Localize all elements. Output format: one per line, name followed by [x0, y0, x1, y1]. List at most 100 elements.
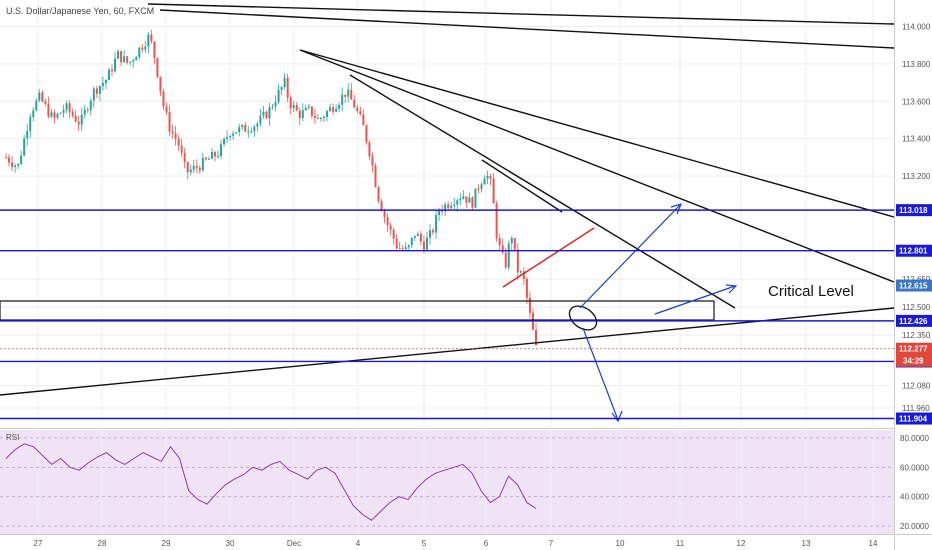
- candle-body: [129, 61, 132, 63]
- candle-body: [62, 109, 65, 113]
- candle-countdown: 34:29: [903, 357, 924, 366]
- candle-body: [447, 204, 450, 208]
- candle-body: [144, 46, 147, 50]
- candle-body: [56, 113, 59, 118]
- time-tick-labels: 27 28 29 30 Dec 4 5 6 7 10 11 12 13 14: [34, 539, 878, 548]
- candle-body: [513, 238, 516, 250]
- candle-body: [253, 126, 256, 132]
- trendline-price-badge: [896, 279, 932, 292]
- critical-level-annotation: Critical Level: [768, 283, 854, 300]
- candle-body: [335, 108, 338, 112]
- candle-body: [301, 110, 304, 119]
- candle-body: [80, 114, 83, 125]
- candle-body: [525, 279, 528, 298]
- candle-body: [329, 107, 332, 112]
- candle-body: [183, 152, 186, 163]
- candle-body: [107, 69, 110, 81]
- candle-body: [298, 110, 301, 119]
- candle-body: [5, 157, 7, 159]
- candle-body: [177, 138, 180, 146]
- candle-body: [344, 94, 347, 97]
- candle-body: [156, 57, 159, 77]
- candle-body: [92, 88, 95, 101]
- candle-body: [71, 111, 74, 116]
- candle-body: [368, 142, 371, 157]
- level-badge-label: 112.426: [899, 317, 928, 326]
- candle-body: [429, 230, 431, 238]
- candle-body: [68, 103, 71, 112]
- rsi-pane[interactable]: [0, 430, 894, 534]
- candle-body: [377, 186, 380, 202]
- trendline-desc-4: [481, 159, 563, 213]
- candle-body: [17, 163, 20, 166]
- candle-body: [65, 103, 68, 110]
- candle-body: [11, 162, 14, 167]
- rsi-tick-label: 60.0000: [900, 463, 929, 472]
- time-tick-label: 10: [616, 539, 625, 548]
- candle-body: [410, 237, 413, 246]
- trendline-desc-3: [349, 74, 736, 309]
- candle-body: [347, 89, 350, 97]
- candle-body: [138, 47, 141, 58]
- horizontal-gridlines: [0, 25, 894, 409]
- candle-body: [359, 111, 362, 115]
- candle-body: [192, 165, 195, 170]
- candle-body: [416, 233, 419, 236]
- time-tick-label: 14: [869, 539, 878, 548]
- candle-body: [289, 97, 292, 108]
- candle-body: [395, 238, 398, 248]
- rsi-tick-labels: 80.0000 60.0000 40.0000 20.0000: [900, 434, 929, 531]
- candle-body: [422, 241, 425, 250]
- candle-body: [304, 107, 307, 111]
- candles: [5, 29, 537, 346]
- candle-body: [74, 115, 77, 122]
- candle-body: [507, 243, 510, 268]
- candle-body: [95, 88, 98, 94]
- candle-body: [207, 158, 210, 160]
- candle-body: [371, 156, 374, 166]
- candle-body: [425, 237, 428, 250]
- candle-body: [213, 152, 216, 157]
- candle-body: [14, 165, 17, 167]
- trendline-desc-1: [299, 49, 895, 218]
- candle-body: [444, 204, 447, 212]
- candle-body: [123, 56, 126, 63]
- candle-body: [398, 247, 401, 249]
- candle-body: [223, 138, 226, 145]
- time-tick-label: 6: [484, 539, 489, 548]
- candle-body: [135, 57, 138, 61]
- candle-body: [77, 121, 80, 125]
- candle-body: [147, 34, 150, 47]
- candle-body: [244, 124, 247, 132]
- candle-body: [271, 106, 274, 108]
- candle-body: [229, 135, 232, 138]
- candle-body: [98, 86, 101, 94]
- candle-body: [471, 197, 474, 208]
- candle-body: [383, 210, 386, 218]
- candle-body: [286, 77, 289, 98]
- candle-body: [528, 297, 531, 313]
- candle-body: [104, 80, 107, 84]
- rsi-line: [5, 443, 537, 521]
- price-tick-label: 111.960: [902, 404, 930, 413]
- trendline-top-1: [147, 3, 895, 25]
- candle-body: [262, 111, 265, 116]
- candle-body: [407, 245, 410, 248]
- rsi-label: RSI: [6, 433, 19, 442]
- candle-body: [26, 131, 29, 139]
- candle-body: [265, 111, 268, 119]
- candle-body: [341, 94, 344, 105]
- candle-body: [41, 92, 44, 102]
- candle-body: [153, 41, 156, 58]
- time-tick-label: 28: [98, 539, 107, 548]
- candle-body: [480, 184, 483, 190]
- candle-body: [235, 132, 238, 134]
- candle-body: [86, 109, 89, 111]
- breakout-ellipse: [568, 305, 598, 331]
- plot-area[interactable]: [0, 0, 894, 427]
- candle-body: [141, 47, 144, 50]
- candle-body: [483, 178, 486, 185]
- candle-body: [117, 51, 120, 59]
- candle-body: [489, 175, 492, 179]
